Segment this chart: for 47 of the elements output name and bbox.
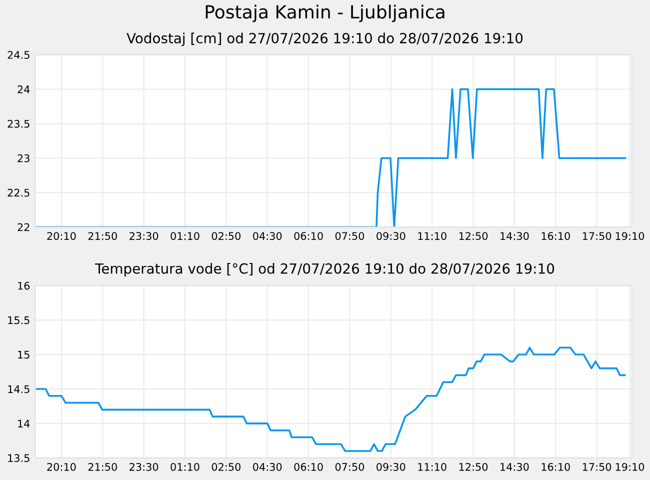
chart-subtitle: Vodostaj [cm] od 27/07/2026 19:10 do 28/07/2026 19:10 — [126, 32, 523, 46]
y-tick-label: 22 — [18, 223, 30, 231]
x-tick-label: 20:10 — [47, 232, 76, 240]
x-tick-label: 12:50 — [459, 232, 488, 240]
x-tick-label: 09:30 — [376, 232, 406, 240]
x-tick-label: 01:10 — [170, 232, 200, 240]
x-tick-label: 06:10 — [294, 462, 323, 471]
y-tick-label: 15.5 — [8, 316, 30, 324]
x-tick-label: 21:50 — [88, 462, 117, 471]
x-tick-label: 11:10 — [418, 232, 446, 240]
x-tick-label: 04:30 — [253, 232, 282, 240]
x-tick-label: 23:30 — [130, 462, 158, 471]
x-tick-label: 12:50 — [459, 462, 488, 471]
x-tick-label: 02:50 — [212, 232, 240, 240]
x-tick-label: 17:50 — [582, 462, 612, 471]
y-tick-label: 13.5 — [8, 454, 30, 462]
x-tick-label: 14:30 — [500, 462, 529, 471]
x-tick-label: 04:30 — [253, 462, 282, 471]
x-tick-label: 02:50 — [212, 462, 240, 471]
x-tick-label: 07:50 — [335, 462, 364, 471]
y-tick-label: 14.5 — [8, 385, 30, 394]
x-tick-label: 17:50 — [582, 232, 612, 240]
y-tick-label: 24.5 — [8, 50, 30, 59]
x-tick-label: 21:50 — [88, 232, 117, 240]
chart-title: Postaja Kamin - Ljubljanica — [206, 4, 444, 22]
x-tick-label: 20:10 — [47, 462, 76, 471]
x-tick-label: 09:30 — [376, 462, 406, 471]
x-tick-label: 11:10 — [418, 462, 446, 471]
x-tick-label: 14:30 — [500, 232, 529, 240]
chart-title: Temperatura vode [°C] od 27/07/2026 19:10 do 28/07/2026 19:10 — [95, 263, 554, 276]
x-tick-label: 19:10 — [616, 232, 644, 240]
y-tick-label: 23 — [18, 154, 30, 162]
y-tick-label: 23.5 — [8, 120, 30, 128]
x-tick-label: 23:30 — [130, 232, 158, 240]
x-tick-label: 16:10 — [542, 232, 570, 240]
y-tick-label: 22.5 — [8, 188, 30, 197]
x-tick-label: 19:10 — [616, 462, 644, 471]
line-series — [36, 88, 626, 228]
y-tick-label: 24 — [18, 85, 30, 94]
line-series — [36, 346, 626, 452]
y-tick-label: 16 — [18, 282, 30, 290]
x-tick-label: 07:50 — [335, 232, 364, 240]
y-tick-label: 14 — [18, 420, 30, 428]
x-tick-label: 16:10 — [542, 462, 570, 471]
x-tick-label: 01:10 — [170, 462, 200, 471]
y-tick-label: 15 — [18, 350, 30, 359]
x-tick-label: 06:10 — [294, 232, 323, 240]
